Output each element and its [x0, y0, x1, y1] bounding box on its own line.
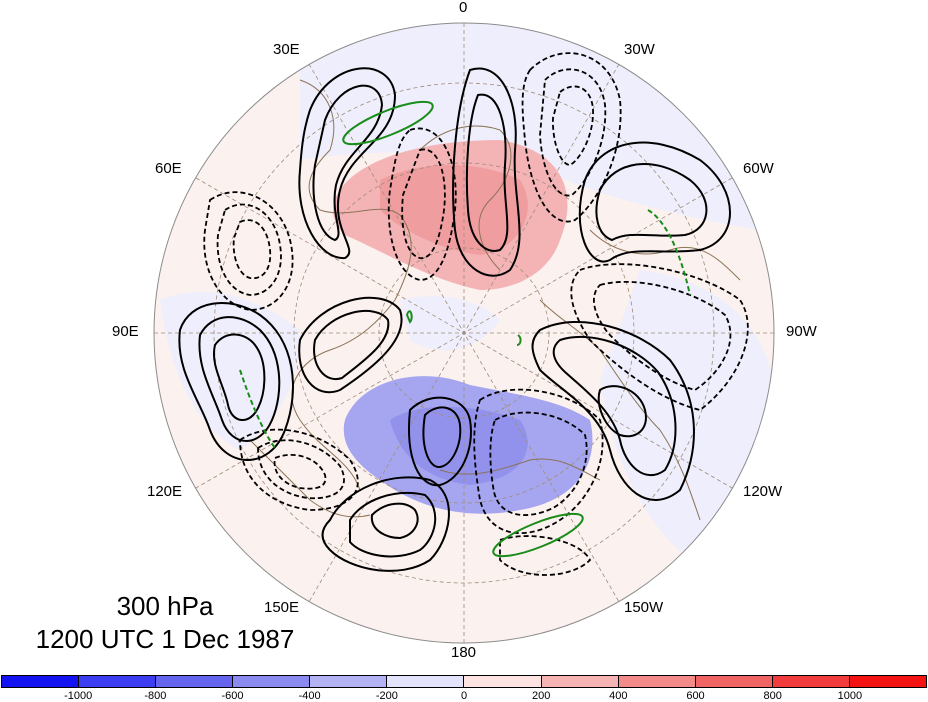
- colorbar-segment: [618, 676, 696, 687]
- graticule: [154, 23, 774, 643]
- colorbar-tick-label: -1000: [64, 690, 93, 702]
- colorbar-segment: [310, 676, 388, 687]
- colorbar-tick-label: -800: [144, 690, 167, 702]
- lon-label-0: 0: [459, 0, 468, 16]
- colorbar-tick-label: 600: [686, 690, 705, 702]
- colorbar-segment: [2, 676, 80, 687]
- colorbar-segment: [464, 676, 542, 687]
- colorbar-segment: [79, 676, 157, 687]
- colorbar-segment: [695, 676, 773, 687]
- title-level: 300 hPa: [116, 591, 214, 621]
- lon-label-150e: 150E: [264, 599, 300, 616]
- colorbar-tick-label: -600: [221, 690, 244, 702]
- shade-weak-negative-east: [600, 270, 774, 560]
- colorbar-segment: [387, 676, 465, 687]
- colorbar: [1, 675, 927, 688]
- lon-label-30w: 30W: [624, 41, 655, 58]
- colorbar-segment: [233, 676, 311, 687]
- map-title: 300 hPa 1200 UTC 1 Dec 1987: [0, 590, 330, 656]
- colorbar-tick-label: 0: [460, 690, 468, 702]
- lon-label-120w: 120W: [743, 483, 783, 500]
- negative-contours: [203, 52, 749, 576]
- zero-contours: [239, 100, 691, 558]
- colorbar-segment: [156, 676, 234, 687]
- lon-label-90e: 90E: [112, 323, 139, 340]
- colorbar-tick-label: -200: [375, 690, 398, 702]
- colorbar-segment: [541, 676, 619, 687]
- colorbar-segment: [772, 676, 850, 687]
- lon-label-150w: 150W: [624, 599, 664, 616]
- title-time: 1200 UTC 1 Dec 1987: [35, 624, 295, 654]
- lon-label-60e: 60E: [155, 160, 182, 177]
- colorbar-tick-label: -400: [298, 690, 321, 702]
- colorbar-tick-label: 400: [609, 690, 628, 702]
- lon-label-180: 180: [451, 644, 477, 661]
- lon-label-60w: 60W: [743, 160, 774, 177]
- lon-label-120e: 120E: [147, 483, 183, 500]
- lon-label-90w: 90W: [786, 323, 817, 340]
- shade-weak-negative-center: [400, 296, 500, 351]
- colorbar-tick-label: 800: [763, 690, 782, 702]
- colorbar-segment: [849, 676, 926, 687]
- map-border: [153, 22, 775, 644]
- shade-weak-negative-west: [160, 291, 300, 450]
- colorbar-tick-label: 200: [531, 690, 551, 702]
- colorbar-tick-label: 1000: [837, 690, 863, 702]
- lon-label-30e: 30E: [273, 41, 300, 58]
